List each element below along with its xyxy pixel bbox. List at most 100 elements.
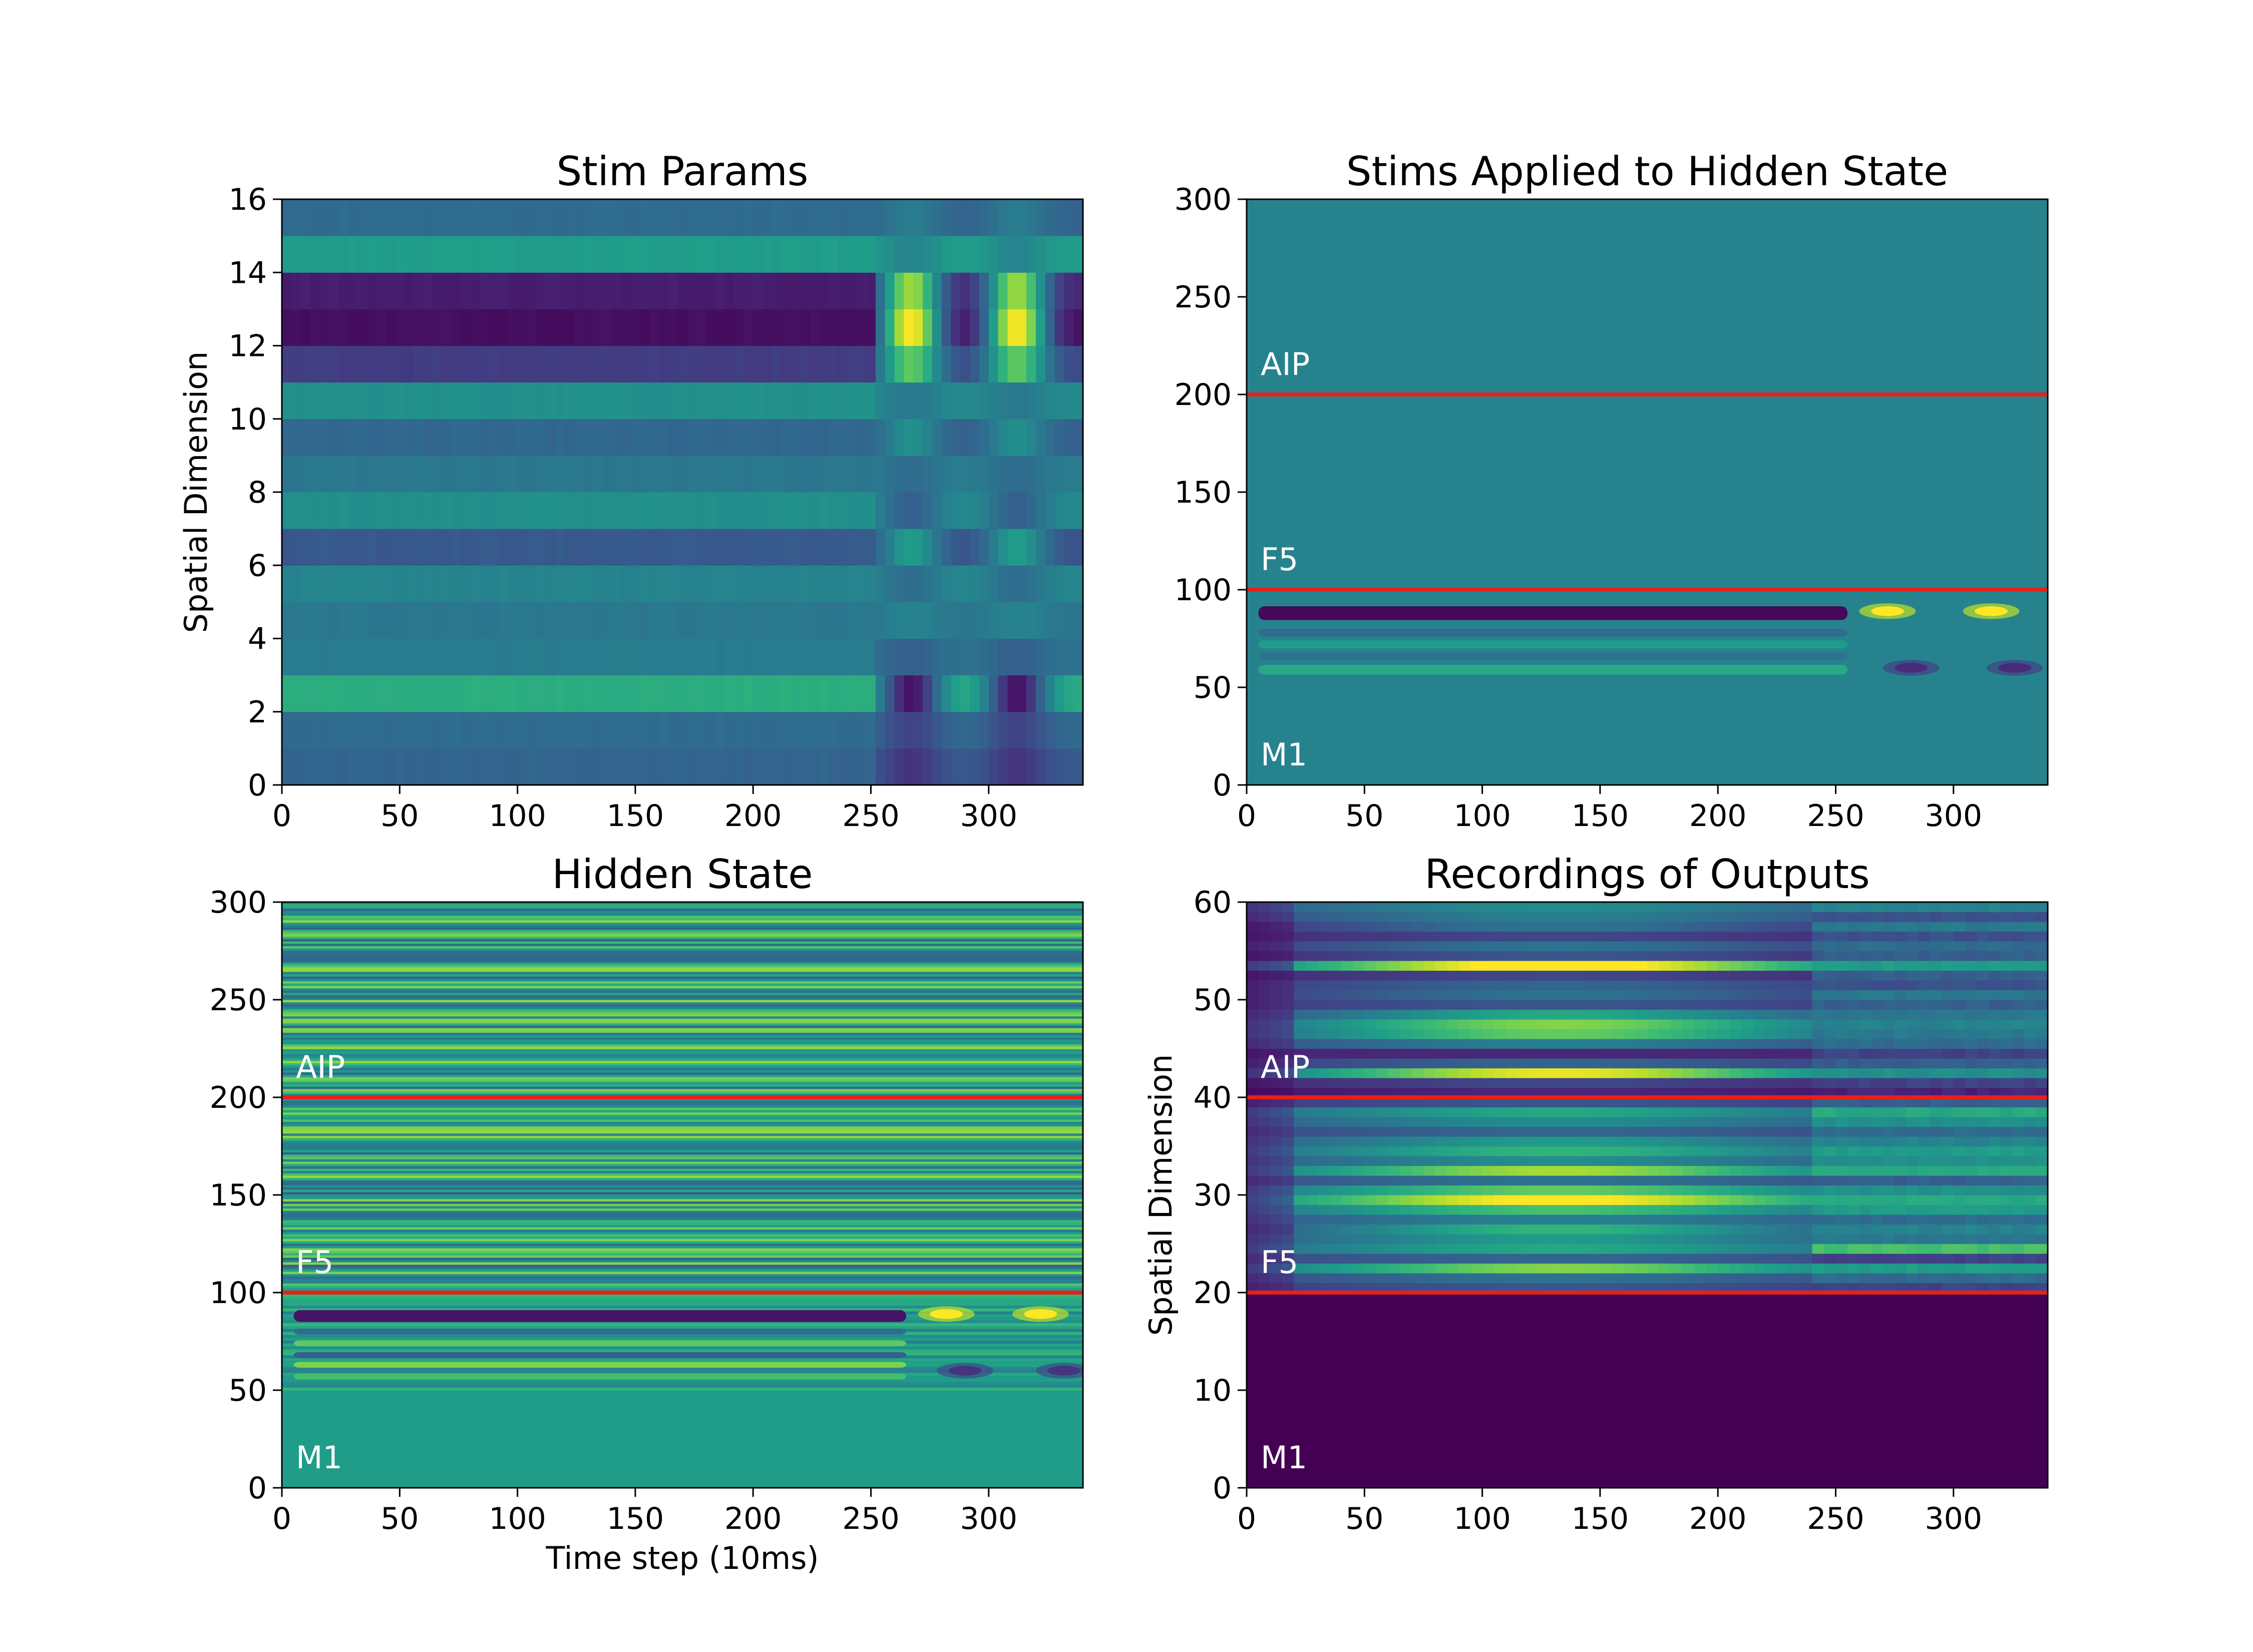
cell	[649, 565, 659, 602]
cell	[442, 455, 452, 493]
cell	[1435, 1224, 1447, 1234]
cell	[1835, 1244, 1848, 1254]
cell	[423, 419, 434, 456]
cell	[1258, 1244, 1271, 1254]
cell	[1541, 1019, 1554, 1030]
cell	[1600, 1195, 1613, 1205]
cell	[1317, 1273, 1330, 1284]
cell	[1270, 1048, 1283, 1059]
cell	[819, 382, 829, 420]
cell	[1895, 980, 1907, 991]
hidden-state-row	[282, 1112, 1083, 1115]
cell	[781, 638, 792, 676]
cell	[1989, 951, 2001, 961]
cell	[546, 345, 556, 383]
cell	[923, 565, 933, 602]
cell	[800, 529, 811, 566]
cell	[527, 419, 537, 456]
cell	[753, 748, 763, 785]
cell	[668, 309, 678, 346]
cell	[1930, 1283, 1943, 1293]
cell	[442, 272, 452, 309]
cell	[743, 711, 754, 749]
hidden-state-row	[282, 1255, 1083, 1258]
hidden-state-row	[282, 1337, 1083, 1341]
cell	[1953, 1254, 1966, 1264]
cell	[1506, 1126, 1519, 1137]
cell	[1741, 1195, 1754, 1205]
cell	[319, 748, 330, 785]
cell	[555, 565, 565, 602]
cell	[1565, 1136, 1577, 1147]
cell	[1729, 961, 1742, 971]
cell	[1942, 1087, 1954, 1098]
cell	[1895, 1126, 1907, 1137]
stim-band	[1258, 640, 1847, 648]
cell	[1623, 941, 1636, 952]
cell	[2036, 990, 2048, 1000]
cell	[310, 345, 320, 383]
cell	[1305, 1165, 1318, 1176]
cell	[1518, 902, 1530, 913]
cell	[1612, 1156, 1624, 1166]
cell	[1364, 1165, 1377, 1176]
heatmap-cells	[282, 199, 1083, 785]
cell	[1565, 1039, 1577, 1049]
cell	[932, 675, 942, 712]
cell	[1352, 1273, 1365, 1284]
cell	[1376, 1068, 1389, 1078]
cell	[1553, 1048, 1566, 1059]
cell	[1765, 941, 1777, 952]
cell	[885, 748, 895, 785]
cell	[1376, 970, 1389, 981]
cell	[866, 309, 876, 346]
cell	[433, 638, 443, 676]
cell	[1906, 1214, 1919, 1225]
cell	[555, 455, 565, 493]
cell	[941, 455, 952, 493]
cell	[1364, 970, 1377, 981]
cell	[2000, 1283, 2013, 1293]
cell	[1247, 1214, 1259, 1225]
cell	[2024, 990, 2037, 1000]
cell	[894, 565, 905, 602]
cell	[1423, 951, 1436, 961]
hidden-state-row	[282, 997, 1083, 1000]
cell	[1073, 236, 1083, 273]
cell	[1270, 1283, 1283, 1293]
cell	[1247, 1254, 1259, 1264]
cell	[498, 529, 509, 566]
cell	[1776, 970, 1789, 981]
cell	[1753, 941, 1766, 952]
cell	[2000, 1165, 2013, 1176]
cell	[951, 236, 961, 273]
cell	[1305, 1204, 1318, 1215]
cell	[1871, 1087, 1884, 1098]
cell	[800, 419, 811, 456]
cell	[640, 711, 650, 749]
cell	[1600, 1087, 1613, 1098]
cell	[1859, 1078, 1872, 1088]
cell	[904, 199, 914, 236]
cell	[1635, 951, 1648, 961]
cell	[1317, 931, 1330, 942]
cell	[1965, 1273, 1978, 1284]
hidden-state-row	[282, 1187, 1083, 1190]
cell	[1765, 922, 1777, 932]
cell	[1800, 1185, 1813, 1195]
cell	[810, 711, 820, 749]
cell	[1989, 1224, 2001, 1234]
cell	[1270, 951, 1283, 961]
cell	[508, 455, 518, 493]
cell	[2000, 1126, 2013, 1137]
cell	[1682, 922, 1695, 932]
cell	[1317, 922, 1330, 932]
cell	[1883, 1165, 1896, 1176]
cell	[1341, 1126, 1353, 1137]
cell	[1411, 1273, 1424, 1284]
cell	[414, 455, 424, 493]
cell	[1788, 1048, 1801, 1059]
cell	[1671, 1254, 1683, 1264]
cell	[1800, 1019, 1813, 1030]
cell	[668, 236, 678, 273]
